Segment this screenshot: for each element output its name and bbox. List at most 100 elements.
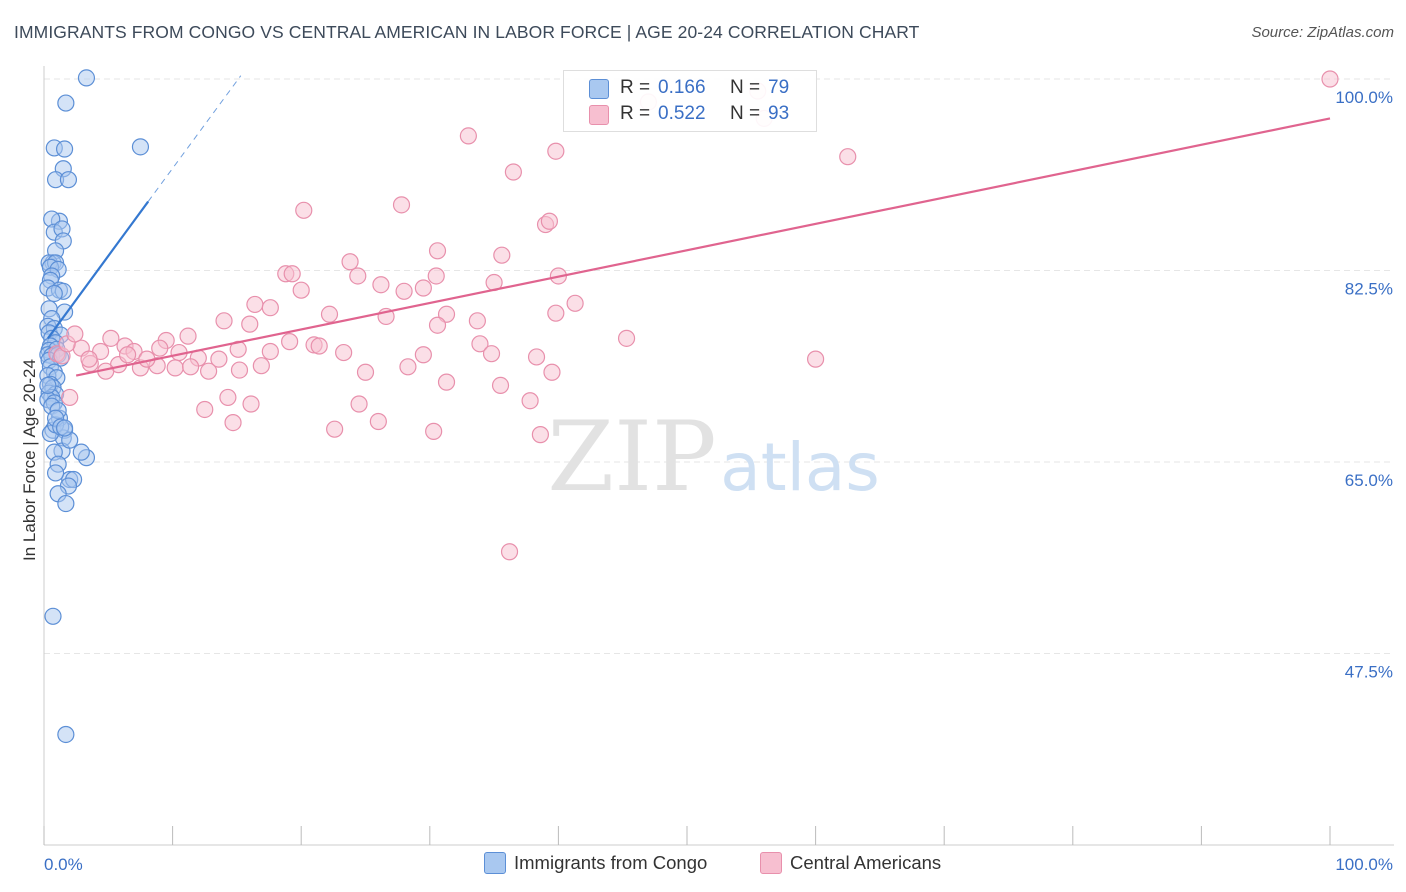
point-central-44 — [471, 335, 489, 353]
point-central-17 — [349, 267, 367, 285]
point-congo-3 — [55, 140, 74, 158]
point-central-92 — [500, 543, 519, 561]
legend-r-label: R = — [620, 77, 651, 98]
point-central-74 — [350, 395, 368, 413]
y-tick-label-3: 100.0% — [1335, 88, 1393, 107]
point-central-73 — [242, 395, 260, 413]
point-central-83 — [80, 350, 98, 368]
trend-lines — [46, 75, 1331, 377]
trend-line-congo-extension — [147, 75, 242, 202]
grid-lines — [44, 78, 1394, 654]
point-central-42 — [310, 337, 328, 355]
point-central-88 — [66, 325, 84, 343]
point-central-43 — [335, 343, 353, 362]
point-central-27 — [566, 294, 584, 312]
legend-n-value: 93 — [768, 103, 790, 124]
point-central-11 — [540, 212, 558, 230]
legend-row-congo: R = 0.166 N = 79 — [564, 77, 816, 101]
point-central-0 — [1321, 70, 1339, 88]
axes — [43, 66, 1394, 846]
point-central-81 — [531, 426, 549, 444]
point-central-26 — [261, 299, 279, 317]
point-central-68 — [399, 358, 417, 376]
bottom-legend-label-central: Central Americans — [790, 852, 942, 873]
point-central-65 — [230, 361, 249, 379]
point-central-14 — [428, 242, 447, 260]
legend-r-label: R = — [620, 103, 651, 124]
point-central-25 — [246, 295, 264, 314]
point-central-80 — [425, 422, 443, 440]
trend-line-central — [75, 117, 1331, 377]
point-central-82 — [61, 388, 79, 407]
point-central-32 — [547, 304, 565, 322]
legend-r-value: 0.166 — [658, 77, 706, 98]
legend-swatch-congo — [589, 79, 609, 99]
point-congo-73 — [46, 464, 65, 482]
point-central-79 — [369, 412, 387, 431]
point-central-22 — [414, 279, 432, 297]
point-central-34 — [241, 315, 259, 333]
point-central-90 — [261, 342, 279, 361]
point-central-39 — [617, 329, 636, 347]
point-central-24 — [395, 282, 413, 300]
point-congo-7 — [59, 171, 78, 189]
point-central-4 — [459, 127, 477, 145]
point-central-31 — [468, 312, 486, 330]
point-central-51 — [210, 350, 228, 368]
x-tick-label-0: 0.0% — [44, 855, 83, 874]
point-central-36 — [102, 329, 120, 347]
point-central-6 — [839, 148, 857, 166]
point-central-85 — [118, 346, 137, 364]
y-tick-label-2: 82.5% — [1345, 280, 1393, 299]
point-central-13 — [341, 253, 359, 271]
point-central-75 — [521, 392, 539, 410]
point-central-69 — [437, 373, 456, 391]
point-congo-77 — [44, 607, 62, 625]
x-tick-label-1: 100.0% — [1335, 855, 1393, 874]
legend-row-central: R = 0.522 N = 93 — [564, 103, 816, 127]
point-central-33 — [215, 312, 233, 330]
point-central-70 — [543, 363, 561, 381]
watermark-zip: ZIP — [547, 401, 716, 513]
bottom-legend-label-congo: Immigrants from Congo — [514, 852, 708, 873]
point-congo-1 — [57, 94, 75, 112]
point-central-16 — [283, 265, 301, 283]
point-central-23 — [292, 281, 310, 299]
point-central-89 — [179, 327, 197, 345]
point-central-53 — [482, 345, 501, 363]
point-central-66 — [252, 357, 270, 375]
point-congo-4 — [131, 138, 150, 156]
point-congo-0 — [77, 69, 96, 87]
point-central-28 — [320, 305, 339, 323]
point-central-72 — [219, 388, 237, 407]
y-tick-label-1: 65.0% — [1345, 471, 1393, 490]
watermark-atlas: atlas — [720, 429, 880, 506]
point-central-52 — [414, 346, 432, 364]
point-central-7 — [504, 163, 522, 181]
point-congo-69 — [55, 419, 74, 437]
legend-swatch-central — [589, 105, 609, 125]
point-congo-53 — [39, 376, 57, 394]
point-central-76 — [196, 400, 214, 419]
legend-r-value: 0.522 — [658, 103, 706, 124]
point-central-78 — [326, 420, 344, 438]
watermark: ZIP atlas — [547, 401, 879, 513]
point-central-91 — [281, 333, 299, 351]
legend-n-label: N = — [730, 103, 761, 124]
point-central-5 — [547, 142, 565, 160]
point-central-8 — [295, 201, 313, 219]
point-central-63 — [182, 358, 200, 376]
legend-n-value: 79 — [768, 77, 790, 98]
point-central-12 — [493, 246, 511, 264]
point-congo-78 — [57, 725, 75, 744]
point-congo-66 — [72, 443, 90, 461]
point-central-54 — [527, 348, 546, 366]
point-central-67 — [356, 363, 375, 381]
y-tick-label-0: 47.5% — [1345, 663, 1393, 682]
series-congo-points — [39, 69, 150, 744]
point-central-71 — [491, 376, 510, 394]
point-central-9 — [392, 196, 411, 214]
point-central-35 — [428, 316, 447, 334]
source-label: Source: ZipAtlas.com — [1251, 24, 1394, 41]
